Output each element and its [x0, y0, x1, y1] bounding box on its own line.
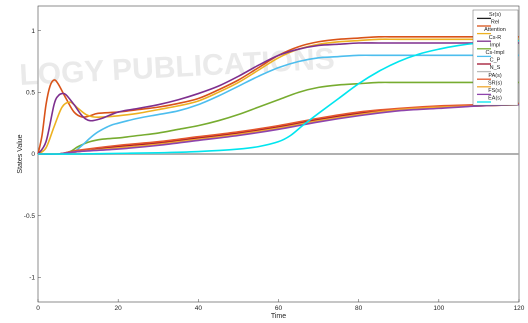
legend-label: Sr(s) [489, 12, 501, 18]
legend-label: SR(s) [488, 80, 502, 86]
y-tick-label: 0.5 [26, 90, 35, 97]
legend-label: PA(s) [488, 73, 502, 79]
y-tick-label: 1 [31, 28, 35, 35]
legend-label: C_P [490, 58, 501, 64]
legend-label: Rel [491, 20, 499, 26]
series-line-9 [37, 102, 520, 156]
legend-label: EA(s) [488, 96, 502, 102]
series-line-6 [37, 54, 519, 155]
x-tick-label: 60 [275, 305, 283, 312]
series-line-5 [37, 81, 519, 155]
x-tick-label: 80 [355, 305, 363, 312]
x-tick-label: 100 [433, 305, 444, 312]
x-tick-label: 120 [514, 305, 525, 312]
x-tick-label: 0 [36, 305, 40, 312]
x-axis-label: Time [271, 313, 286, 320]
legend-label: FS(s) [488, 88, 502, 94]
y-tick-label: 0 [31, 151, 35, 158]
y-axis-label: States Value [17, 134, 24, 173]
y-tick-label: -1 [29, 275, 35, 282]
series-line-11 [37, 103, 520, 155]
legend-label: Cs-R [489, 35, 502, 41]
series-layer [37, 35, 520, 156]
series-line-4 [37, 42, 519, 155]
legend-label: Cs-Impl [486, 50, 505, 56]
legend-label: N_S [490, 65, 501, 71]
legend-label: Attention [484, 27, 506, 33]
x-tick-label: 40 [195, 305, 203, 312]
series-line-2 [37, 35, 519, 155]
legend-label: Impl [490, 42, 500, 48]
series-line-12 [37, 39, 520, 155]
x-tick-label: 20 [115, 305, 123, 312]
y-tick-label: -0.5 [24, 213, 36, 220]
